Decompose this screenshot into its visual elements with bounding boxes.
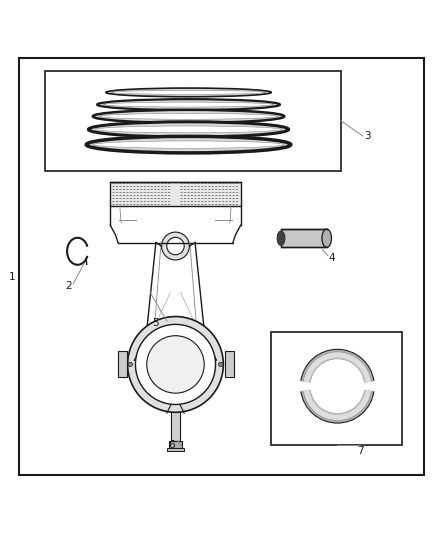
Bar <box>281 229 327 247</box>
Text: 4: 4 <box>329 253 336 263</box>
Circle shape <box>219 362 223 367</box>
Circle shape <box>147 336 204 393</box>
Circle shape <box>162 232 189 260</box>
Ellipse shape <box>112 91 265 94</box>
Text: 2: 2 <box>66 281 72 291</box>
Polygon shape <box>302 390 373 422</box>
Ellipse shape <box>277 231 285 246</box>
Ellipse shape <box>86 136 291 153</box>
Ellipse shape <box>93 141 284 148</box>
Ellipse shape <box>322 229 332 247</box>
Circle shape <box>128 362 132 367</box>
Bar <box>110 182 241 206</box>
Ellipse shape <box>88 122 289 137</box>
Circle shape <box>167 237 184 255</box>
Ellipse shape <box>103 102 274 107</box>
Bar <box>171 405 180 442</box>
Ellipse shape <box>97 99 280 110</box>
Bar <box>169 441 183 448</box>
Text: 6: 6 <box>168 440 174 450</box>
Bar <box>167 448 184 451</box>
Bar <box>45 71 341 171</box>
Ellipse shape <box>106 88 271 97</box>
Bar <box>225 351 234 377</box>
Polygon shape <box>302 351 373 382</box>
Circle shape <box>127 317 223 413</box>
Circle shape <box>135 325 215 405</box>
Text: 1: 1 <box>9 272 16 282</box>
Text: 5: 5 <box>152 318 159 328</box>
Bar <box>271 332 402 445</box>
Ellipse shape <box>99 114 278 119</box>
Ellipse shape <box>93 110 284 123</box>
Bar <box>118 351 127 377</box>
Text: 3: 3 <box>364 131 370 141</box>
Ellipse shape <box>95 126 282 133</box>
Text: 7: 7 <box>357 447 364 456</box>
